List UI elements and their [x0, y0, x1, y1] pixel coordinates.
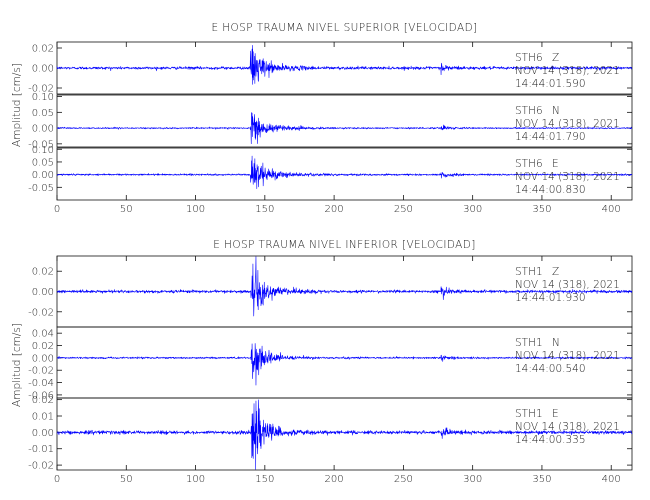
- component-label: N: [552, 105, 560, 117]
- y-tick-label: 0.00: [32, 353, 54, 364]
- date-label: NOV 14 (318), 2021: [515, 279, 620, 291]
- y-tick-label: 0.02: [32, 44, 54, 55]
- station-label: STH6: [515, 105, 543, 117]
- x-tick-label: 100: [186, 474, 205, 485]
- date-label: NOV 14 (318), 2021: [515, 118, 620, 130]
- time-label: 14:44:01.930: [515, 292, 586, 304]
- component-label: E: [552, 158, 559, 170]
- y-tick-label: 0.02: [32, 341, 54, 352]
- x-tick-label: 200: [325, 474, 344, 485]
- time-label: 14:44:00.335: [515, 434, 586, 446]
- y-tick-label: -0.02: [28, 461, 54, 472]
- x-tick-label: 0: [54, 204, 60, 215]
- y-tick-label: 0.01: [32, 412, 54, 423]
- waveform-sth1-z: [56, 256, 633, 317]
- y-axis-label: Amplitud [cm/s]: [11, 63, 23, 147]
- waveform-sth6-n: [56, 112, 633, 145]
- station-label: STH6: [515, 158, 543, 170]
- chart-title: E HOSP TRAUMA NIVEL SUPERIOR [VELOCIDAD]: [211, 22, 477, 34]
- station-label: STH1: [515, 408, 543, 420]
- y-tick-label: -0.04: [28, 378, 54, 389]
- station-label: STH1: [515, 266, 543, 278]
- y-tick-label: -0.05: [28, 183, 54, 194]
- y-tick-label: 0.00: [32, 287, 54, 298]
- date-label: NOV 14 (318), 2021: [515, 65, 620, 77]
- y-tick-label: -0.06: [28, 390, 54, 401]
- y-tick-label: -0.01: [28, 444, 54, 455]
- x-tick-label: 150: [255, 204, 274, 215]
- time-label: 14:44:00.540: [515, 363, 586, 375]
- y-tick-label: -0.05: [28, 139, 54, 150]
- x-tick-label: 250: [394, 474, 413, 485]
- station-label: STH1: [515, 337, 543, 349]
- x-tick-label: 350: [532, 204, 551, 215]
- component-label: Z: [552, 266, 559, 278]
- y-tick-label: 0.02: [32, 267, 54, 278]
- x-tick-label: 0: [54, 474, 60, 485]
- y-tick-label: 0.00: [32, 124, 54, 135]
- date-label: NOV 14 (318), 2021: [515, 171, 620, 183]
- y-axis-label: Amplitud [cm/s]: [11, 323, 23, 407]
- waveform-sth1-n: [56, 343, 633, 386]
- x-tick-label: 300: [463, 474, 482, 485]
- y-tick-label: 0.00: [32, 64, 54, 75]
- x-tick-label: 200: [325, 204, 344, 215]
- x-tick-label: 50: [120, 474, 133, 485]
- component-label: Z: [552, 52, 559, 64]
- x-tick-label: 50: [120, 204, 133, 215]
- x-tick-label: 400: [602, 204, 621, 215]
- y-tick-label: -0.02: [28, 307, 54, 318]
- date-label: NOV 14 (318), 2021: [515, 421, 620, 433]
- x-tick-label: 350: [532, 474, 551, 485]
- y-tick-label: 0.10: [32, 145, 54, 156]
- waveform-sth1-e: [56, 399, 633, 470]
- y-tick-label: 0.10: [32, 92, 54, 103]
- time-label: 14:44:01.790: [515, 131, 586, 143]
- x-tick-label: 150: [255, 474, 274, 485]
- waveform-sth6-z: [56, 45, 633, 85]
- y-tick-label: -0.02: [28, 366, 54, 377]
- x-tick-label: 300: [463, 204, 482, 215]
- time-label: 14:44:01.590: [515, 78, 586, 90]
- y-tick-label: 0.04: [32, 329, 54, 340]
- time-label: 14:44:00.830: [515, 184, 586, 196]
- y-tick-label: 0.02: [32, 395, 54, 406]
- chart-title: E HOSP TRAUMA NIVEL INFERIOR [VELOCIDAD]: [213, 239, 475, 251]
- waveform-sth6-e: [56, 155, 633, 189]
- x-tick-label: 250: [394, 204, 413, 215]
- trace-frame: [56, 94, 633, 148]
- x-tick-label: 100: [186, 204, 205, 215]
- station-label: STH6: [515, 52, 543, 64]
- date-label: NOV 14 (318), 2021: [515, 350, 620, 362]
- y-tick-label: 0.05: [32, 108, 54, 119]
- y-tick-label: 0.00: [32, 428, 54, 439]
- y-tick-label: -0.02: [28, 84, 54, 95]
- component-label: N: [552, 337, 560, 349]
- y-tick-label: 0.05: [32, 157, 54, 168]
- component-label: E: [552, 408, 559, 420]
- x-tick-label: 400: [602, 474, 621, 485]
- y-tick-label: 0.00: [32, 170, 54, 181]
